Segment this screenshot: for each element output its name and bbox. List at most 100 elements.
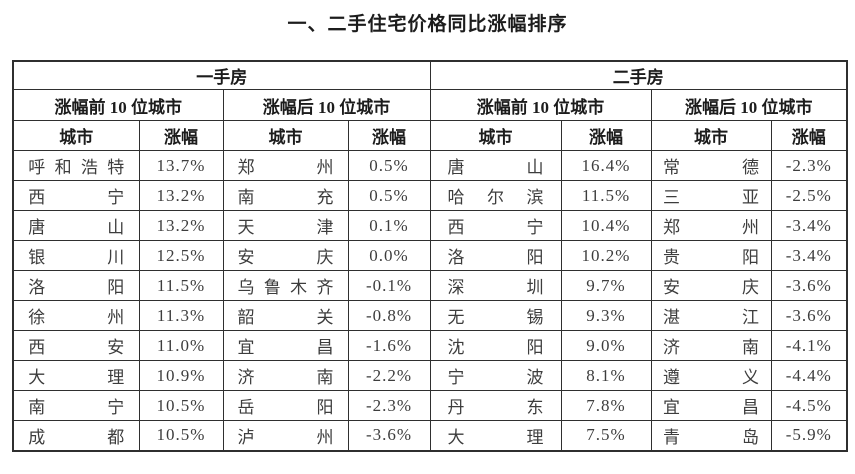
city-name: 常德 (663, 158, 759, 177)
rate-cell: 7.5% (560, 420, 652, 451)
city-name: 西安 (28, 338, 125, 357)
city-name: 唐山 (28, 218, 125, 237)
rate-cell: 11.3% (138, 300, 224, 331)
rate-cell: 7.8% (560, 390, 652, 421)
table-row: 西安 11.0% 宜昌 -1.6% 沈阳 9.0% 济南 -4.1% (12, 330, 848, 361)
rate-cell: -2.3% (347, 390, 431, 421)
rate-cell: 0.5% (347, 150, 431, 181)
city-cell: 沈阳 (429, 330, 562, 361)
city-name: 泸州 (237, 427, 334, 447)
rate-cell: 13.2% (138, 210, 224, 241)
rate-cell: -3.6% (347, 420, 431, 451)
rate-cell: -0.1% (347, 270, 431, 301)
rate-cell: -0.8% (347, 300, 431, 331)
rate-cell: -3.4% (770, 240, 848, 271)
rate-cell: -2.5% (770, 180, 848, 211)
city-name: 西宁 (28, 188, 125, 207)
rate-cell: -3.6% (770, 300, 848, 331)
rate-cell: 11.0% (138, 330, 224, 361)
city-cell: 银川 (12, 240, 140, 271)
city-name: 岳阳 (237, 398, 334, 417)
table-row: 洛阳 11.5% 乌鲁木齐 -0.1% 深圳 9.7% 安庆 -3.6% (12, 270, 848, 301)
city-cell: 大理 (429, 420, 562, 451)
city-name: 济南 (663, 338, 759, 357)
rate-cell: 13.2% (138, 180, 224, 211)
rate-cell: 10.5% (138, 420, 224, 451)
rate-cell: -3.4% (770, 210, 848, 241)
city-cell: 天津 (222, 210, 349, 241)
rate-cell: 8.1% (560, 360, 652, 391)
city-cell: 泸州 (222, 420, 349, 451)
city-cell: 唐山 (429, 150, 562, 181)
city-cell: 韶关 (222, 300, 349, 331)
rate-cell: -1.6% (347, 330, 431, 361)
city-cell: 深圳 (429, 270, 562, 301)
city-cell: 西宁 (12, 180, 140, 211)
section-header-row: 一手房 二手房 (12, 60, 848, 90)
table-row: 大理 10.9% 济南 -2.2% 宁波 8.1% 遵义 -4.4% (12, 360, 848, 391)
subheader-top10-second: 涨幅前 10 位城市 (429, 89, 652, 121)
rate-cell: 9.0% (560, 330, 652, 361)
subheader-bottom10-second: 涨幅后 10 位城市 (650, 89, 848, 121)
city-name: 遵义 (663, 368, 759, 387)
rate-cell: -3.6% (770, 270, 848, 301)
city-name: 安庆 (237, 248, 334, 267)
city-cell: 呼和浩特 (12, 150, 140, 181)
rate-cell: -2.2% (347, 360, 431, 391)
city-name: 韶关 (237, 308, 334, 327)
city-cell: 宜昌 (222, 330, 349, 361)
table-row: 银川 12.5% 安庆 0.0% 洛阳 10.2% 贵阳 -3.4% (12, 240, 848, 271)
col-city: 城市 (650, 120, 772, 151)
city-cell: 安庆 (650, 270, 772, 301)
rate-cell: 12.5% (138, 240, 224, 271)
subheader-row: 涨幅前 10 位城市 涨幅后 10 位城市 涨幅前 10 位城市 涨幅后 10 … (12, 89, 848, 121)
rate-cell: 0.1% (347, 210, 431, 241)
col-city: 城市 (429, 120, 562, 151)
city-name: 南宁 (28, 398, 125, 417)
city-cell: 郑州 (222, 150, 349, 181)
city-name: 天津 (237, 218, 334, 237)
city-name: 唐山 (447, 158, 544, 177)
rate-cell: -4.4% (770, 360, 848, 391)
city-cell: 宁波 (429, 360, 562, 391)
city-name: 成都 (28, 427, 125, 447)
rate-cell: 10.5% (138, 390, 224, 421)
rate-cell: 10.4% (560, 210, 652, 241)
city-cell: 常德 (650, 150, 772, 181)
rate-cell: 16.4% (560, 150, 652, 181)
city-cell: 大理 (12, 360, 140, 391)
section-header-new-homes: 一手房 (12, 60, 431, 90)
city-cell: 洛阳 (12, 270, 140, 301)
city-name: 南充 (237, 188, 334, 207)
col-rate: 涨幅 (347, 120, 431, 151)
city-name: 丹东 (447, 398, 544, 417)
table-row: 唐山 13.2% 天津 0.1% 西宁 10.4% 郑州 -3.4% (12, 210, 848, 241)
city-cell: 西安 (12, 330, 140, 361)
rate-cell: -2.3% (770, 150, 848, 181)
city-name: 贵阳 (663, 248, 759, 267)
column-header-row: 城市 涨幅 城市 涨幅 城市 涨幅 城市 涨幅 (12, 120, 848, 151)
table-row: 徐州 11.3% 韶关 -0.8% 无锡 9.3% 湛江 -3.6% (12, 300, 848, 331)
city-name: 沈阳 (447, 338, 544, 357)
city-cell: 岳阳 (222, 390, 349, 421)
city-cell: 西宁 (429, 210, 562, 241)
city-cell: 济南 (650, 330, 772, 361)
city-cell: 乌鲁木齐 (222, 270, 349, 301)
city-cell: 徐州 (12, 300, 140, 331)
city-name: 西宁 (447, 218, 544, 237)
city-cell: 贵阳 (650, 240, 772, 271)
rate-cell: 9.7% (560, 270, 652, 301)
city-name: 徐州 (28, 308, 125, 327)
city-cell: 湛江 (650, 300, 772, 331)
city-cell: 遵义 (650, 360, 772, 391)
rate-cell: 10.9% (138, 360, 224, 391)
rate-cell: 9.3% (560, 300, 652, 331)
table-row: 成都 10.5% 泸州 -3.6% 大理 7.5% 青岛 -5.9% (12, 420, 848, 451)
col-rate: 涨幅 (560, 120, 652, 151)
city-name: 安庆 (663, 278, 759, 297)
city-cell: 成都 (12, 420, 140, 451)
rate-cell: -5.9% (770, 420, 848, 451)
price-ranking-table: 一手房 二手房 涨幅前 10 位城市 涨幅后 10 位城市 涨幅前 10 位城市… (12, 60, 848, 452)
city-name: 三亚 (663, 188, 759, 207)
rate-cell: 10.2% (560, 240, 652, 271)
